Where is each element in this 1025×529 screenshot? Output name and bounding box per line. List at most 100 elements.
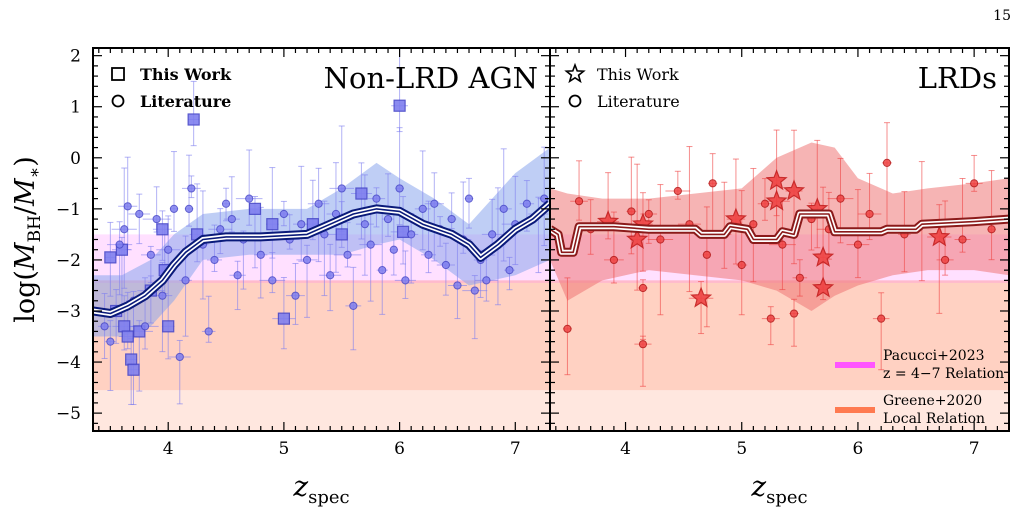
y-tick-label: −4 (56, 353, 81, 373)
literature-point (656, 235, 665, 244)
literature-point (175, 352, 184, 362)
literature-point (383, 214, 393, 224)
literature-point (940, 255, 950, 265)
literature-point (418, 204, 427, 213)
x-tick-label: 4 (620, 439, 631, 459)
this-work-point (127, 363, 140, 376)
literature-point (169, 204, 179, 213)
plot-area (550, 122, 1009, 431)
x-tick-label: 4 (163, 439, 174, 459)
running-median-line (550, 213, 1009, 254)
literature-point (882, 158, 892, 167)
literature-point (337, 184, 346, 193)
literature-point (349, 301, 358, 310)
literature-point (227, 214, 236, 224)
x-axis: 4 5 6 7 zspec (555, 48, 1010, 508)
legend-marker-square (111, 67, 125, 81)
relation-legend: Pacucci+2023 z = 4−7 Relation Greene+2020 L… (835, 348, 1004, 427)
x-tick-label: 6 (853, 439, 864, 459)
literature-point (470, 286, 479, 295)
literature-point (987, 225, 996, 234)
literature-point (372, 194, 381, 203)
legend-marker-star (564, 62, 586, 84)
literature-point (187, 184, 196, 193)
page-number: 15 (993, 8, 1011, 24)
literature-point (210, 255, 219, 265)
greene-relation-outer-band (550, 390, 1009, 431)
literature-point (836, 194, 845, 203)
literature-point (447, 214, 456, 224)
literature-point (865, 209, 874, 219)
literature-point (574, 197, 584, 206)
x-tick-label: 7 (969, 439, 980, 459)
greene-legend-label: Greene+2020 (883, 393, 982, 409)
literature-point (221, 199, 231, 208)
literature-point (778, 240, 787, 249)
legend-label: This Work (597, 65, 679, 84)
literature-point (424, 250, 433, 259)
literature-point (958, 235, 967, 244)
literature-point (644, 209, 653, 219)
literature-point (499, 204, 508, 213)
this-work-point (133, 325, 146, 338)
literature-point (389, 245, 398, 254)
legend: This Work Literature (564, 62, 680, 111)
literature-point (702, 250, 711, 259)
plot-area (93, 48, 550, 431)
panel-lrds: 4 5 6 7 zspec LRDs This Work Literature Pacucci+… (549, 47, 1010, 508)
literature-point (164, 245, 173, 254)
literature-point (488, 230, 497, 239)
literature-point (326, 271, 335, 280)
literature-point (120, 225, 129, 234)
legend-label: Literature (140, 92, 231, 111)
x-tick-label: 7 (510, 439, 521, 459)
this-work-point (156, 223, 169, 236)
literature-point (378, 266, 387, 275)
this-work-point (812, 245, 835, 267)
this-work-point (626, 227, 649, 249)
literature-point (204, 327, 213, 336)
running-scatter-band (550, 142, 1009, 311)
literature-point (181, 276, 190, 285)
literature-point (245, 194, 254, 203)
y-tick-label: −5 (56, 404, 81, 424)
this-work-point (121, 330, 134, 343)
x-axis: 4 5 6 7 zspec (98, 48, 551, 508)
panel-title: Non-LRD AGN (324, 61, 538, 95)
this-work-point (396, 225, 410, 238)
legend-label: Literature (597, 92, 680, 111)
literature-point (401, 276, 410, 285)
pacucci-legend-label: Pacucci+2023 (883, 348, 985, 364)
literature-point (430, 199, 439, 208)
x-tick-label: 5 (736, 439, 747, 459)
literature-point (343, 250, 352, 259)
literature-point (505, 266, 514, 275)
literature-point (563, 324, 572, 333)
literature-point (877, 314, 886, 323)
greene-relation-band (550, 280, 1009, 391)
running-scatter-band (93, 147, 550, 337)
literature-point (766, 314, 775, 323)
literature-point (297, 220, 306, 229)
literature-point (184, 204, 194, 213)
this-work-point (782, 179, 806, 201)
this-work-point (928, 225, 951, 247)
y-tick-label: −1 (56, 200, 81, 220)
this-work-point (104, 251, 117, 264)
literature-point (135, 209, 144, 219)
literature-point (627, 207, 636, 216)
literature-point (638, 340, 648, 349)
literature-point (123, 202, 132, 211)
literature-point (233, 271, 242, 280)
literature-point (291, 291, 300, 300)
this-work-point (393, 99, 406, 112)
y-axis-label: log(MBH/M∗) (10, 156, 45, 323)
this-work-point (355, 187, 368, 200)
this-work-point (118, 320, 131, 333)
greene-relation-outer-band (93, 390, 550, 431)
literature-point (268, 276, 277, 285)
panel-title: LRDs (918, 61, 997, 95)
literature-point (482, 276, 491, 285)
literature-point (279, 209, 288, 219)
